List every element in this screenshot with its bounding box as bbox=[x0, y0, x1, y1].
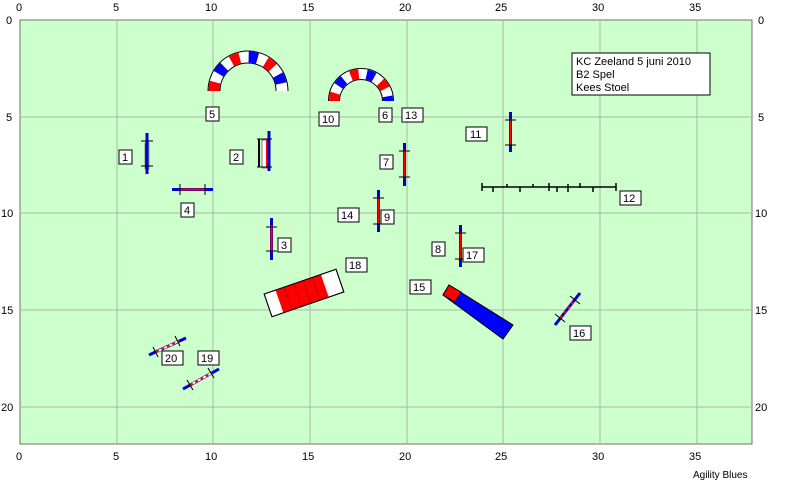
info-club-date: KC Zeeland 5 juni 2010 bbox=[576, 56, 691, 68]
hurdle-4 bbox=[172, 184, 213, 195]
svg-text:3: 3 bbox=[281, 240, 287, 252]
svg-text:9: 9 bbox=[384, 212, 390, 224]
credit-text: Agility Blues bbox=[693, 470, 747, 480]
svg-text:12: 12 bbox=[623, 193, 635, 205]
hurdle-11 bbox=[505, 112, 516, 152]
right-axis: 0 5 10 15 20 bbox=[755, 15, 767, 414]
number-label: 12 bbox=[619, 190, 642, 206]
hurdle-16 bbox=[553, 292, 582, 326]
svg-text:15: 15 bbox=[413, 282, 425, 294]
hurdle-20 bbox=[148, 335, 187, 358]
number-label: 7 bbox=[379, 154, 394, 170]
svg-text:10: 10 bbox=[322, 114, 334, 126]
number-label: 11 bbox=[465, 126, 488, 142]
number-label: 15 bbox=[409, 279, 432, 295]
top-axis: 0 5 10 15 20 25 30 35 bbox=[16, 2, 701, 14]
y-tick-left: 0 bbox=[6, 15, 12, 27]
y-tick-right: 0 bbox=[758, 15, 764, 27]
hurdle-19 bbox=[182, 367, 220, 391]
number-label: 4 bbox=[180, 202, 195, 218]
number-label: 20 bbox=[161, 350, 184, 366]
svg-text:17: 17 bbox=[466, 250, 478, 262]
number-label: 9 bbox=[380, 209, 395, 225]
x-tick-top: 35 bbox=[689, 2, 701, 14]
x-tick-top: 25 bbox=[495, 2, 507, 14]
info-judge: Kees Stoel bbox=[576, 82, 629, 94]
y-tick-right: 15 bbox=[755, 305, 767, 317]
number-label: 8 bbox=[431, 241, 446, 257]
left-axis: 0 5 10 15 20 bbox=[1, 15, 13, 414]
number-label: 5 bbox=[205, 106, 220, 122]
number-label: 17 bbox=[462, 247, 485, 263]
y-tick-right: 20 bbox=[755, 402, 767, 414]
x-tick-top: 30 bbox=[592, 2, 604, 14]
number-label: 10 bbox=[318, 111, 340, 127]
x-tick-top: 10 bbox=[205, 2, 217, 14]
hurdle-7 bbox=[399, 143, 410, 186]
x-tick-bottom: 0 bbox=[16, 451, 22, 463]
hurdle-2 bbox=[257, 131, 272, 171]
svg-text:20: 20 bbox=[165, 353, 177, 365]
svg-text:6: 6 bbox=[382, 110, 388, 122]
svg-text:11: 11 bbox=[470, 129, 481, 141]
arch-obstacle-10 bbox=[328, 68, 394, 102]
number-label: 14 bbox=[337, 207, 360, 223]
y-tick-left: 5 bbox=[6, 112, 12, 124]
svg-text:14: 14 bbox=[341, 210, 353, 222]
info-class: B2 Spel bbox=[576, 69, 615, 81]
number-label: 6 bbox=[378, 107, 393, 123]
tunnel-15 bbox=[442, 284, 514, 340]
svg-text:18: 18 bbox=[349, 260, 361, 272]
svg-text:19: 19 bbox=[201, 353, 213, 365]
number-label: 16 bbox=[569, 325, 592, 341]
x-tick-bottom: 30 bbox=[592, 451, 604, 463]
y-tick-right: 5 bbox=[758, 112, 764, 124]
x-tick-bottom: 15 bbox=[302, 451, 314, 463]
long-obstacle-12 bbox=[481, 183, 617, 192]
number-label: 18 bbox=[345, 257, 368, 273]
hurdle-1 bbox=[141, 133, 153, 174]
svg-text:16: 16 bbox=[573, 328, 585, 340]
obstacle-18 bbox=[263, 268, 345, 318]
x-tick-bottom: 10 bbox=[205, 451, 217, 463]
x-tick-top: 0 bbox=[16, 2, 22, 14]
y-tick-right: 10 bbox=[755, 208, 767, 220]
y-tick-left: 10 bbox=[1, 208, 13, 220]
number-label: 3 bbox=[277, 237, 292, 253]
svg-text:8: 8 bbox=[435, 244, 441, 256]
x-tick-bottom: 5 bbox=[113, 451, 119, 463]
hurdle-3 bbox=[266, 218, 277, 260]
svg-text:7: 7 bbox=[383, 157, 389, 169]
x-tick-bottom: 25 bbox=[495, 451, 507, 463]
svg-text:2: 2 bbox=[233, 152, 239, 164]
arch-obstacle-5 bbox=[207, 50, 289, 92]
x-tick-bottom: 20 bbox=[399, 451, 411, 463]
number-label: 1 bbox=[118, 149, 133, 165]
x-tick-top: 20 bbox=[399, 2, 411, 14]
x-tick-top: 15 bbox=[302, 2, 314, 14]
svg-text:13: 13 bbox=[405, 110, 417, 122]
number-label: 2 bbox=[229, 149, 244, 165]
svg-text:5: 5 bbox=[209, 109, 215, 121]
y-tick-left: 20 bbox=[1, 402, 13, 414]
info-box: KC Zeeland 5 juni 2010 B2 Spel Kees Stoe… bbox=[571, 52, 711, 96]
x-tick-top: 5 bbox=[113, 2, 119, 14]
svg-text:1: 1 bbox=[122, 152, 128, 164]
bottom-axis: 0 5 10 15 20 25 30 35 bbox=[16, 451, 701, 463]
x-tick-bottom: 35 bbox=[689, 451, 701, 463]
y-tick-left: 15 bbox=[1, 305, 13, 317]
svg-text:4: 4 bbox=[184, 205, 190, 217]
number-label: 13 bbox=[401, 107, 424, 123]
number-label: 19 bbox=[197, 350, 220, 366]
